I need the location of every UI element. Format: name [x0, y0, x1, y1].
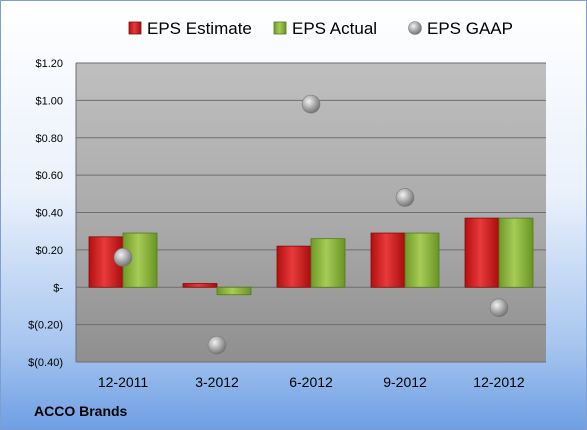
bar-eps-actual — [216, 286, 252, 296]
bar-eps-actual — [310, 238, 346, 288]
bar-eps-estimate — [182, 283, 218, 288]
bar-eps-actual — [498, 217, 534, 288]
legend-label: EPS Estimate — [147, 19, 252, 38]
legend-label: EPS GAAP — [427, 19, 513, 38]
company-name: ACCO Brands — [34, 403, 128, 419]
legend-label: EPS Actual — [292, 19, 377, 38]
y-tick-label: $0.20 — [35, 245, 63, 257]
x-tick-label: 12-2011 — [98, 374, 149, 390]
legend-marker — [408, 21, 422, 35]
point-eps-gaap — [207, 335, 227, 355]
x-tick-label: 6-2012 — [289, 374, 333, 390]
y-tick-label: $1.00 — [35, 95, 63, 107]
bar-eps-actual — [404, 232, 440, 288]
bar-eps-estimate — [276, 245, 312, 288]
bar-eps-estimate — [370, 232, 406, 288]
point-eps-gaap — [301, 94, 321, 114]
y-tick-label: $(0.40) — [28, 357, 63, 369]
x-tick-label: 12-2012 — [473, 374, 525, 390]
bar-eps-estimate — [464, 217, 500, 288]
x-tick-label: 9-2012 — [383, 374, 427, 390]
y-tick-label: $0.80 — [35, 133, 63, 145]
x-tick-label: 3-2012 — [195, 374, 239, 390]
point-eps-gaap — [395, 188, 415, 207]
legend-marker — [273, 21, 287, 35]
y-tick-label: $0.60 — [35, 170, 63, 182]
y-tick-label: $0.40 — [35, 208, 63, 220]
y-tick-label: $- — [53, 282, 63, 294]
legend-marker — [128, 21, 142, 35]
point-eps-gaap — [113, 248, 133, 267]
point-eps-gaap — [489, 298, 509, 318]
y-tick-label: $(0.20) — [28, 320, 63, 332]
y-tick-label: $1.20 — [35, 58, 63, 70]
